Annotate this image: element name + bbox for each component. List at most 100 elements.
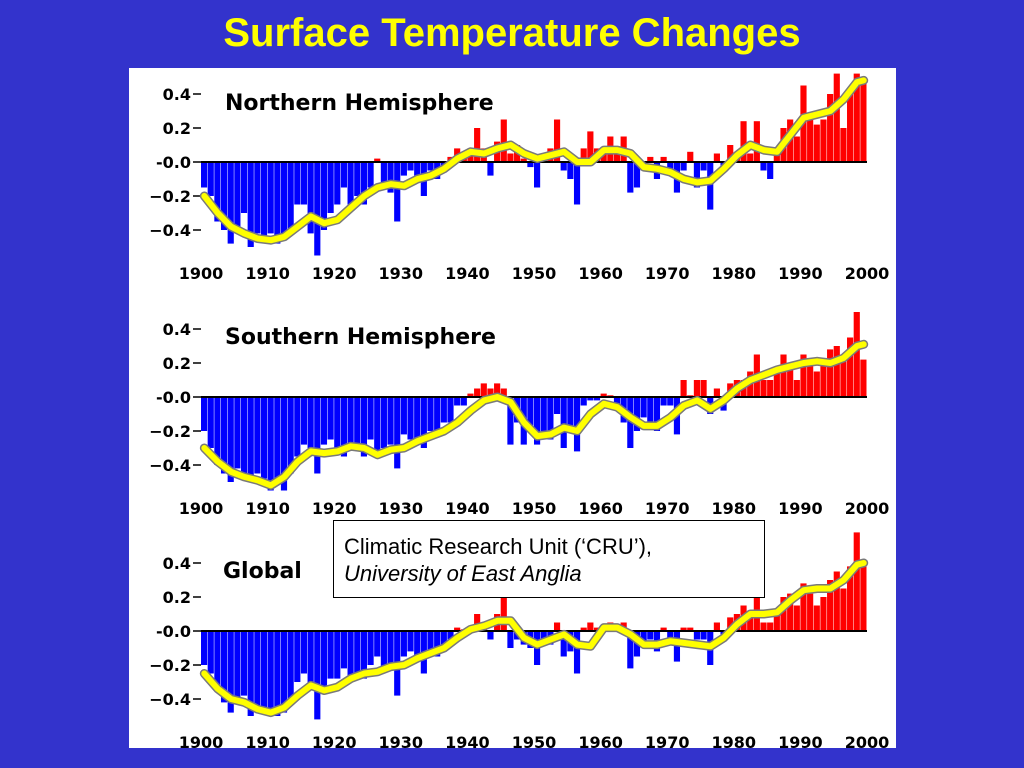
bar	[387, 162, 394, 193]
x-tick-label: 1990	[778, 499, 823, 518]
bar	[260, 631, 268, 713]
bar	[207, 162, 214, 196]
x-tick-label: 1990	[778, 733, 823, 748]
bar	[573, 631, 581, 674]
bar	[687, 627, 694, 631]
bar	[527, 397, 534, 431]
chart-panel: 0.4 0.2 -0.0 −0.2 −0.4 1900 1910 1920 1930 1940 19…	[129, 68, 896, 748]
bar	[327, 397, 334, 440]
bar	[214, 631, 221, 691]
bar	[760, 380, 767, 397]
bar	[833, 346, 840, 397]
bar	[354, 162, 361, 196]
bar	[334, 397, 341, 448]
bar	[560, 397, 567, 448]
bar	[460, 397, 467, 406]
bar	[387, 397, 394, 445]
bar	[807, 119, 814, 162]
bar	[254, 631, 261, 708]
y-tick-label: 0.4	[163, 85, 191, 104]
bar	[627, 631, 634, 669]
bar	[247, 631, 254, 716]
bar	[427, 162, 434, 171]
bar	[580, 148, 587, 162]
bar	[753, 121, 760, 162]
temperature-charts: 0.4 0.2 -0.0 −0.2 −0.4 1900 1910 1920 1930 1940 19…	[149, 73, 890, 748]
x-tick-label: 1920	[312, 264, 357, 283]
bar	[687, 151, 694, 162]
bar	[400, 631, 407, 657]
bar	[660, 627, 667, 631]
bar	[693, 631, 700, 640]
bar	[507, 631, 514, 648]
bar	[833, 73, 840, 162]
bar	[760, 622, 767, 631]
y-tick-label: 0.4	[163, 320, 191, 339]
x-tick-label: 1940	[445, 499, 490, 518]
bar	[474, 614, 481, 631]
x-tick-label: 1960	[578, 264, 623, 283]
bar	[540, 631, 547, 640]
bar	[434, 397, 441, 431]
bar	[347, 397, 354, 448]
bar	[300, 397, 308, 445]
credit-line-2: University of East Anglia	[344, 561, 582, 586]
x-tick-label: 1950	[512, 499, 557, 518]
bar	[813, 371, 820, 397]
bar	[201, 397, 208, 431]
bar	[360, 631, 367, 679]
bar	[553, 119, 561, 162]
bar	[827, 349, 834, 397]
x-tick-label: 1920	[312, 733, 357, 748]
y-tick-label: -0.0	[156, 153, 191, 172]
bar	[767, 162, 774, 179]
y-tick-label: 0.2	[163, 354, 191, 373]
bar	[454, 397, 461, 406]
x-tick-label: 1910	[245, 264, 290, 283]
x-tick-label: 1930	[379, 264, 424, 283]
bar	[680, 380, 687, 397]
bar	[294, 631, 301, 682]
bar	[580, 397, 587, 406]
bar	[600, 393, 607, 397]
y-tick-label: 0.2	[163, 119, 191, 138]
bar	[307, 397, 314, 448]
bar	[340, 631, 348, 669]
bar	[234, 631, 241, 699]
bar	[307, 631, 314, 691]
bar	[247, 162, 254, 247]
x-tick-label: 2000	[845, 733, 890, 748]
bar	[693, 162, 700, 188]
panel-label: Southern Hemisphere	[225, 325, 496, 350]
bar	[267, 631, 274, 713]
bar	[347, 631, 354, 679]
bar	[813, 124, 820, 162]
chart-2: 0.4 0.2 -0.0 −0.2 −0.4 1900 1910 1920 1930 1940 19…	[149, 312, 889, 518]
panel-label: Northern Hemisphere	[225, 91, 494, 116]
y-tick-label: −0.4	[149, 456, 191, 475]
bar	[840, 588, 847, 631]
bar	[374, 397, 381, 457]
bar	[454, 627, 461, 631]
bar	[474, 388, 481, 397]
bar	[274, 162, 281, 244]
bar	[653, 397, 661, 431]
bar	[227, 162, 234, 244]
bar	[853, 532, 860, 631]
y-tick-label: -0.0	[156, 388, 191, 407]
bar	[414, 631, 421, 657]
bar	[807, 363, 814, 397]
bar	[800, 354, 807, 397]
bar	[700, 631, 707, 640]
bar	[360, 162, 367, 205]
bar	[334, 631, 341, 679]
bar	[387, 631, 394, 669]
bar	[287, 631, 294, 703]
bar	[234, 397, 241, 469]
bar	[793, 380, 800, 397]
bar	[534, 397, 541, 445]
x-tick-label: 1930	[379, 499, 424, 518]
y-tick-label: −0.2	[149, 187, 191, 206]
x-tick-label: 2000	[845, 264, 890, 283]
bar	[487, 631, 494, 640]
